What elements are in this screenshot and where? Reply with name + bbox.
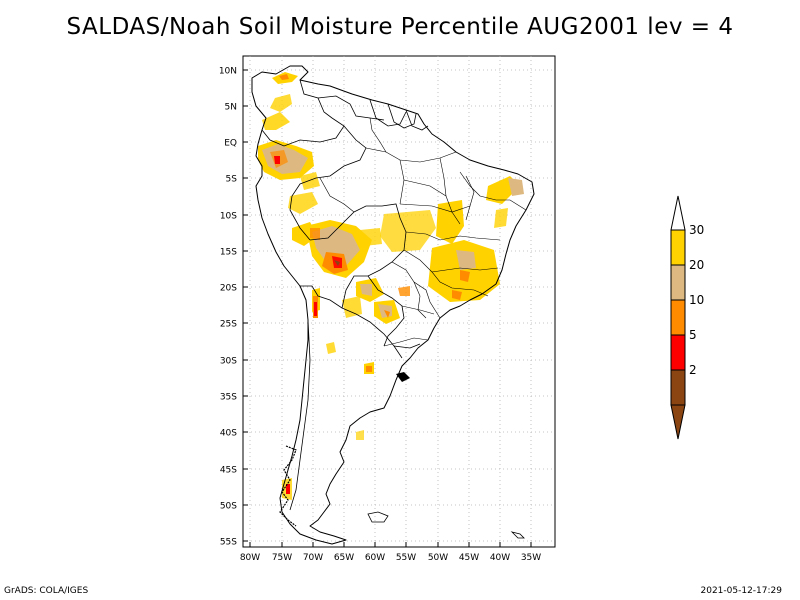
colorbar-label: 2 (689, 363, 697, 377)
lat-tick-label: EQ (224, 139, 237, 149)
lat-tick-label: 5S (226, 175, 238, 185)
lat-tick-label: 15S (220, 248, 237, 258)
colorbar-bottom-arrow (670, 404, 686, 440)
lon-tick-label: 60W (365, 553, 385, 563)
shade-patch (360, 228, 382, 246)
shade-patch (262, 112, 290, 130)
colorbar-label: 5 (689, 328, 697, 342)
lon-tick-label: 75W (272, 553, 292, 563)
falkland-islands (367, 511, 389, 523)
shade-patch (274, 156, 280, 164)
shade-patch (460, 270, 470, 282)
lat-tick-label: 25S (220, 320, 237, 330)
lon-tick-label: 50W (428, 553, 448, 563)
shade-patch (398, 286, 410, 296)
lat-tick-label: 10N (219, 67, 237, 77)
latitude-labels: 10N 5N EQ 5S 10S 15S 20S 25S 30S 35S 40S 45S 50S 55S (219, 67, 248, 548)
lat-tick-label: 10S (220, 212, 237, 222)
colorbar-segment (670, 229, 686, 266)
shade-patch (342, 296, 362, 318)
lat-tick-label: 30S (220, 357, 237, 367)
lat-tick-label: 45S (220, 466, 237, 476)
longitude-labels: 80W 75W 70W 65W 60W 55W 50W 45W 40W 35W (240, 542, 541, 563)
grid-lines (243, 56, 555, 547)
lat-tick-label: 40S (220, 429, 237, 439)
shade-patch (312, 226, 360, 266)
lon-tick-label: 40W (490, 553, 510, 563)
shade-patch (286, 484, 290, 494)
shade-patch (356, 430, 364, 440)
shade-patch (508, 178, 524, 196)
shade-patch (300, 172, 320, 190)
lon-tick-label: 35W (521, 553, 541, 563)
shade-patch (314, 302, 317, 316)
shade-patch (380, 210, 436, 252)
lat-tick-label: 5N (225, 103, 237, 113)
lagoon-dos-patos (396, 372, 410, 382)
south-america-coastline (251, 65, 535, 545)
colorbar-segment (670, 264, 686, 301)
south-georgia-island (510, 531, 525, 539)
shade-patch (310, 228, 320, 240)
shade-patch (366, 366, 372, 372)
state-borders (319, 117, 527, 347)
shade-patch (279, 74, 289, 80)
country-borders (261, 79, 429, 511)
shade-patch (452, 290, 462, 300)
lat-tick-label: 55S (220, 538, 237, 548)
colorbar-segment (670, 299, 686, 336)
shade-patch (384, 310, 390, 318)
shade-patch (288, 192, 318, 214)
lat-tick-label: 50S (220, 502, 237, 512)
map-title: SALDAS/Noah Soil Moisture Percentile AUG… (66, 14, 734, 40)
colorbar-label: 30 (689, 223, 704, 237)
colorbar-label: 20 (689, 258, 704, 272)
colorbar-segment (670, 369, 686, 406)
lon-tick-label: 80W (240, 553, 260, 563)
shade-patch (326, 342, 336, 354)
shade-patch (360, 284, 372, 296)
lon-tick-label: 70W (303, 553, 323, 563)
shade-patch (436, 200, 464, 244)
lat-tick-label: 20S (220, 284, 237, 294)
shade-patch (456, 250, 476, 270)
colorbar-top-arrow (670, 195, 686, 231)
shade-patch (270, 94, 292, 112)
shade-patch (334, 260, 340, 266)
map-frame (242, 55, 556, 548)
footer-credit: GrADS: COLA/IGES (4, 586, 89, 596)
colorbar-legend: 30 20 10 5 2 (670, 195, 704, 440)
lat-tick-label: 35S (220, 393, 237, 403)
lon-tick-label: 65W (334, 553, 354, 563)
lon-tick-label: 45W (459, 553, 479, 563)
shading-layer (258, 72, 524, 500)
shade-patch (494, 208, 508, 228)
colorbar-segment (670, 334, 686, 371)
lon-tick-label: 55W (396, 553, 416, 563)
chiloe-fjords (279, 445, 297, 527)
footer-timestamp: 2021-05-12-17:29 (700, 586, 783, 596)
colorbar-label: 10 (689, 293, 704, 307)
